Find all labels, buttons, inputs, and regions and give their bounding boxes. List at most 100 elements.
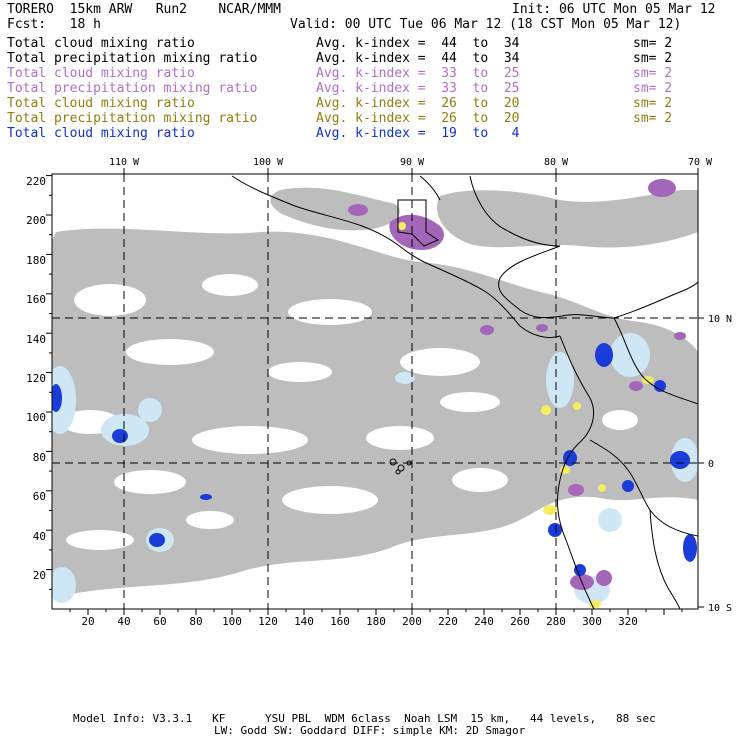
coastlines [231,175,698,609]
cloud-blue-patch [683,534,697,562]
field-name: Total cloud mixing ratio [7,126,195,141]
clear-sky-gap [192,426,308,454]
x-tick-label: 280 [546,615,566,628]
cloud-blue-patch [149,533,165,547]
field-kindex: Avg. k-index = 44 to 34 [316,36,520,51]
field-name: Total precipitation mixing ratio [7,111,258,126]
clear-sky-gap [288,299,372,325]
cloud-blue-patch [574,564,586,576]
field-sm: sm= 2 [633,96,673,111]
x-tick-label: 260 [510,615,530,628]
y-tick-label: 200 [26,214,46,227]
x-tick-label: 320 [618,615,638,628]
field-name: Total cloud mixing ratio [7,96,195,111]
y-tick-label: 100 [26,411,46,424]
island [395,469,401,475]
x-tick-label: 120 [258,615,278,628]
x-tick-label: 200 [402,615,422,628]
x-tick-label: 160 [330,615,350,628]
y-tick-label: 60 [33,490,46,503]
cloud-blue-patch [52,384,62,412]
clear-sky-gap [602,410,638,430]
cloud-blue-patch [112,429,128,443]
south-america-pacific-coast [557,335,595,609]
clear-sky-gap [186,511,234,529]
y-tick-label: 180 [26,254,46,267]
x-tick-label: 20 [81,615,94,628]
legend-row: Total cloud mixing ratio Avg. k-index = … [7,96,672,156]
colombia-border [613,317,698,405]
clear-sky-gap [400,348,480,376]
x-tick-label: 80 [189,615,202,628]
grid-ticks [46,175,683,615]
x-tick-label: 300 [582,615,602,628]
cloud-gray-field [52,187,698,598]
field-kindex: Avg. k-index = 44 to 34 [316,51,520,66]
guatemala-border [397,199,440,247]
field-sm: sm= 2 [633,81,673,96]
y-tick-label: 80 [33,451,46,464]
central-america-caribbean-coast [498,245,615,319]
cloud-blue-patch [670,451,690,469]
precip-purple-patch [536,324,548,332]
precip-yellow-patch [573,402,581,410]
yucatan-coast [419,175,441,201]
island [397,464,405,472]
x-tick-label: 220 [438,615,458,628]
cloud-blue-patch [563,450,577,466]
cloud-blue-patch [200,494,212,500]
precip-yellow-patch [589,600,601,608]
precip-yellow-patch [398,222,406,230]
precip-purple-patch [348,204,368,216]
precip-yellow-patch [598,484,606,492]
island [389,458,397,466]
cloud-blue-patch [548,523,562,537]
right-tick-label: 10 N [708,314,732,325]
cloud-blue-patch [595,343,613,367]
x-tick-label: 240 [474,615,494,628]
cloud-blue-field [52,343,697,576]
y-tick-label: 220 [26,175,46,188]
clear-sky-gap [202,274,258,296]
forecast-hour: Fcst: 18 h [7,17,101,32]
top-tick-label: 90 W [400,157,425,168]
x-tick-label: 40 [117,615,130,628]
clear-sky-gap [268,362,332,382]
model-title: TORERO 15km ARW Run2 NCAR/MMM [7,2,281,17]
ecuador-border [589,439,698,537]
y-tick-label: 20 [33,569,46,582]
legend-row: Total precipitation mixing ratio Avg. k-… [7,81,672,141]
cloud-light-patch [598,508,622,532]
cloud-gray-region [436,190,698,248]
precip-yellow-field [398,222,654,608]
legend-row: Total cloud mixing ratio Avg. k-index = … [7,66,672,126]
field-sm: sm= 2 [633,111,673,126]
legend-row: Total precipitation mixing ratio Avg. k-… [7,51,672,111]
cloud-light-patch [546,352,574,408]
right-tick-label: 0 [708,459,714,470]
field-sm: sm= 2 [633,66,673,81]
field-kindex: Avg. k-index = 33 to 25 [316,81,520,96]
right-tick-label: 10 S [708,603,732,614]
cloud-blue-patch [622,480,634,492]
precip-purple-patch [629,381,643,391]
x-tick-label: 180 [366,615,386,628]
model-physics-line: LW: Godd SW: Goddard DIFF: simple KM: 2D… [214,724,526,737]
cloud-gray-region [270,187,400,231]
map-plot-area [52,174,698,609]
x-tick-label: 140 [294,615,314,628]
mexico-pacific-coast [231,175,425,263]
cloud-light-patch [395,372,415,384]
precip-yellow-patch [543,505,557,515]
y-tick-label: 40 [33,530,46,543]
cloud-gray-region [52,228,698,598]
cloud-light-patch [52,567,76,603]
field-kindex: Avg. k-index = 19 to 4 [316,126,520,141]
field-name: Total cloud mixing ratio [7,36,195,51]
legend-row: Total cloud mixing ratio Avg. k-index = … [7,126,520,186]
x-tick-label: 60 [153,615,166,628]
cloud-light-patch [138,398,162,422]
top-tick-label: 100 W [253,157,284,168]
lat-lon-grid [52,174,698,609]
map-frame [51,173,699,610]
